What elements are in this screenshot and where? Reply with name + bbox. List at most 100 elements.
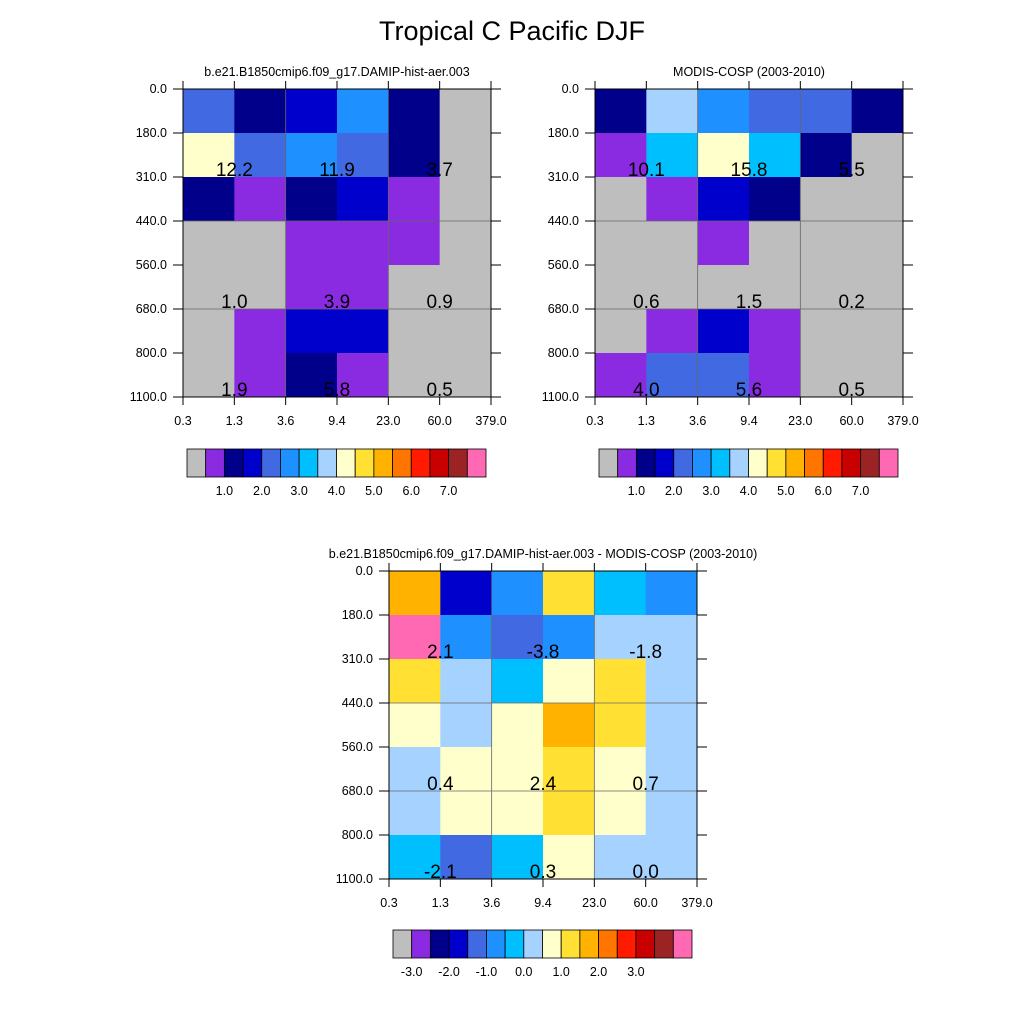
- heatmap-cell: [851, 353, 904, 398]
- x-tick-label: 1.3: [226, 414, 243, 428]
- heatmap-cell: [749, 177, 801, 222]
- x-tick-label: 9.4: [740, 414, 757, 428]
- colorbar-swatch: [410, 448, 431, 478]
- heatmap-panel-1: b.e21.B1850cmip6.f09_g17.DAMIP-hist-aer.…: [130, 65, 507, 498]
- cell-value-label: 11.9: [319, 160, 355, 181]
- cell-value-label: 0.0: [632, 862, 658, 883]
- colorbar-swatch: [280, 448, 300, 478]
- heatmap-cell: [337, 221, 389, 266]
- y-tick-label: 0.0: [150, 82, 167, 96]
- heatmap-cell: [543, 615, 595, 660]
- x-tick-label: 60.0: [839, 414, 863, 428]
- heatmap-cell: [440, 615, 493, 660]
- heatmap-cell: [285, 353, 338, 398]
- heatmap-cell: [491, 615, 544, 660]
- heatmap-cell: [388, 309, 441, 354]
- colorbar-swatch: [448, 929, 469, 959]
- x-tick-label: 379.0: [475, 414, 506, 428]
- heatmap-cell: [183, 177, 235, 222]
- x-tick-label: 9.4: [328, 414, 345, 428]
- colorbar-swatch: [317, 448, 337, 478]
- heatmap-cell: [337, 265, 389, 310]
- heatmap-cell: [439, 133, 492, 178]
- heatmap-cell: [337, 353, 389, 398]
- heatmap-cell: [646, 265, 699, 310]
- heatmap-cell: [491, 571, 544, 616]
- heatmap-cell: [851, 133, 904, 178]
- colorbar-swatch: [617, 448, 637, 478]
- heatmap-cell: [389, 747, 441, 792]
- heatmap-cell: [645, 835, 698, 880]
- heatmap-cell: [285, 265, 338, 310]
- y-tick-label: 800.0: [136, 346, 167, 360]
- cell-value-label: 0.6: [633, 292, 659, 313]
- colorbar-swatch: [635, 448, 656, 478]
- heatmap-cell: [595, 309, 647, 354]
- colorbar-swatch: [560, 929, 581, 959]
- heatmap-cell: [234, 89, 287, 134]
- heatmap-cell: [697, 89, 750, 134]
- cell-value-label: 10.1: [628, 160, 665, 181]
- heatmap-cell: [543, 835, 595, 880]
- cell-value-label: -3.8: [527, 642, 560, 663]
- heatmap-cell: [439, 309, 492, 354]
- colorbar-swatch: [448, 448, 468, 478]
- heatmap-cell: [543, 571, 595, 616]
- heatmap-cell: [749, 133, 801, 178]
- x-tick-label: 0.3: [380, 896, 397, 910]
- heatmap-cell: [645, 659, 698, 704]
- colorbar-label: -1.0: [476, 965, 498, 979]
- cell-value-label: 0.4: [427, 774, 454, 795]
- y-tick-label: 0.0: [562, 82, 579, 96]
- cell-value-label: 1.9: [221, 380, 247, 401]
- heatmap-cell: [440, 791, 493, 836]
- heatmap-cell: [491, 703, 544, 748]
- y-tick-label: 560.0: [548, 258, 579, 272]
- colorbar-swatch: [429, 929, 450, 959]
- panel-title: MODIS-COSP (2003-2010): [673, 65, 825, 79]
- colorbar-label: 6.0: [403, 484, 420, 498]
- cell-value-label: 2.1: [427, 642, 453, 663]
- colorbar-label: 3.0: [702, 484, 719, 498]
- colorbar-swatch: [298, 448, 319, 478]
- heatmap-cell: [800, 265, 853, 310]
- heatmap-cell: [697, 133, 750, 178]
- heatmap-cell: [183, 133, 235, 178]
- cell-value-label: 3.7: [426, 160, 452, 181]
- heatmap-cell: [543, 747, 595, 792]
- heatmap-cell: [234, 309, 287, 354]
- colorbar-swatch: [692, 448, 712, 478]
- colorbar-swatch: [504, 929, 525, 959]
- cell-value-label: 4.0: [633, 380, 659, 401]
- colorbar-label: 5.0: [365, 484, 382, 498]
- y-tick-label: 680.0: [136, 302, 167, 316]
- colorbar-label: -2.0: [438, 965, 460, 979]
- heatmap-cell: [594, 791, 647, 836]
- x-tick-label: 0.3: [586, 414, 603, 428]
- cell-value-label: -1.8: [629, 642, 662, 663]
- heatmap-cell: [749, 309, 801, 354]
- heatmap-cell: [645, 791, 698, 836]
- colorbar-swatch: [186, 448, 207, 478]
- cell-value-label: 0.7: [632, 774, 658, 795]
- heatmap-cell: [595, 177, 647, 222]
- cell-value-label: 12.2: [216, 160, 253, 181]
- heatmap-cell: [645, 703, 698, 748]
- heatmap-cell: [439, 265, 492, 310]
- colorbar-swatch: [654, 929, 674, 959]
- heatmap-cell: [439, 89, 492, 134]
- heatmap-cell: [594, 659, 647, 704]
- colorbar-label: 3.0: [290, 484, 307, 498]
- x-tick-label: 60.0: [633, 896, 657, 910]
- heatmap-cell: [646, 309, 699, 354]
- x-tick-label: 9.4: [534, 896, 551, 910]
- heatmap-cell: [389, 659, 441, 704]
- heatmap-cell: [697, 353, 750, 398]
- cell-value-label: 1.0: [221, 292, 247, 313]
- colorbar-label: 2.0: [590, 965, 607, 979]
- x-tick-label: 60.0: [427, 414, 451, 428]
- colorbar-label: -3.0: [401, 965, 423, 979]
- heatmap-cell: [595, 265, 647, 310]
- colorbar-label: 7.0: [440, 484, 457, 498]
